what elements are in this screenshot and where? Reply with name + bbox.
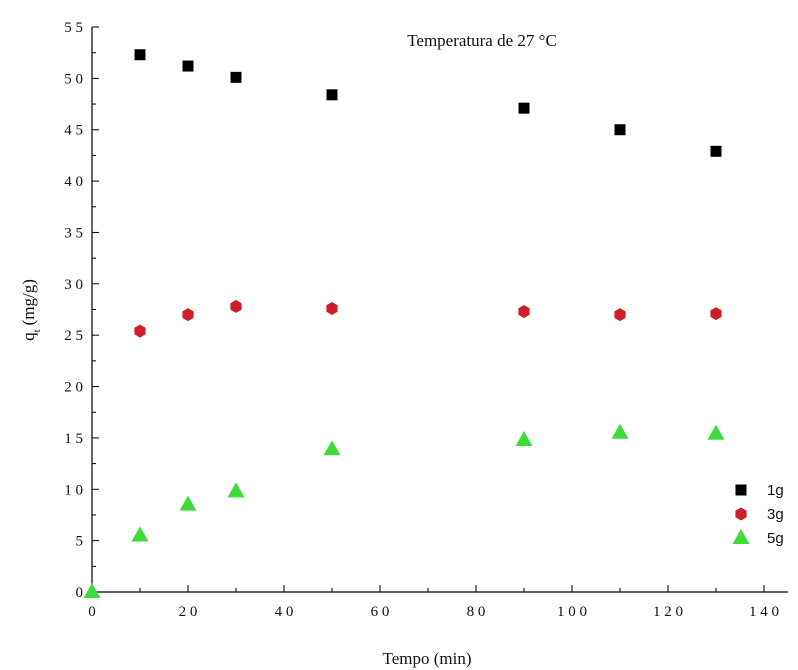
y-tick-label: 1 5 xyxy=(64,431,83,447)
point-5g xyxy=(227,482,245,498)
legend-label-5g: 5g xyxy=(767,530,784,547)
x-tick-label: 1 0 0 xyxy=(557,604,587,620)
x-axis-title: Tempo (min) xyxy=(383,649,472,668)
chart-title: Temperatura de 27 °C xyxy=(407,31,557,50)
x-tick-label: 2 0 xyxy=(179,604,198,620)
y-tick-label: 3 5 xyxy=(64,225,83,241)
y-tick-label: 2 0 xyxy=(64,380,83,396)
y-tick-label: 1 0 xyxy=(64,482,83,498)
legend-marker-1g xyxy=(735,484,747,496)
y-tick-label: 4 0 xyxy=(64,174,83,190)
point-3g xyxy=(134,324,146,338)
x-tick-label: 6 0 xyxy=(371,604,390,620)
legend: 1g 3g 5g xyxy=(732,482,784,547)
x-tick-label: 8 0 xyxy=(467,604,486,620)
legend-label-1g: 1g xyxy=(767,482,784,499)
point-5g xyxy=(131,526,149,542)
point-1g xyxy=(134,49,146,61)
point-3g xyxy=(710,307,722,321)
point-1g xyxy=(182,60,194,72)
y-tick-label: 5 0 xyxy=(64,71,83,87)
legend-marker-3g xyxy=(735,507,747,521)
y-axis-title: qt (mg/g) xyxy=(19,279,43,341)
point-5g xyxy=(323,440,341,456)
x-tick-label: 1 2 0 xyxy=(653,604,683,620)
point-5g xyxy=(707,424,725,440)
y-tick-label: 2 5 xyxy=(64,328,83,344)
ticks: 0 5 1 0 1 5 2 0 2 5 3 0 3 5 4 0 4 5 5 0 5 5 0 2 0 4 0 6… xyxy=(64,20,779,620)
point-1g xyxy=(230,71,242,83)
point-3g xyxy=(182,308,194,322)
data-marks xyxy=(83,49,725,598)
point-1g xyxy=(326,89,338,101)
point-1g xyxy=(710,145,722,157)
y-tick-label: 4 5 xyxy=(64,123,83,139)
y-tick-label: 3 0 xyxy=(64,277,83,293)
point-3g xyxy=(230,299,242,313)
point-3g xyxy=(614,308,626,322)
axes xyxy=(91,27,788,593)
legend-label-3g: 3g xyxy=(767,506,784,523)
svg-text:qt(mg/g): qt (mg/g) xyxy=(19,279,43,341)
y-axis-title-main: q xyxy=(19,332,38,341)
point-3g xyxy=(518,305,530,319)
point-3g xyxy=(326,302,338,315)
x-tick-label: 0 xyxy=(88,604,96,620)
point-1g xyxy=(518,102,530,114)
point-5g xyxy=(515,430,533,446)
y-tick-label: 5 5 xyxy=(64,20,83,36)
y-tick-label: 0 xyxy=(76,585,84,601)
x-tick-label: 4 0 xyxy=(275,604,294,620)
legend-marker-5g xyxy=(732,529,750,544)
y-tick-label: 5 xyxy=(76,534,84,550)
point-5g xyxy=(83,583,101,598)
point-5g xyxy=(179,495,197,511)
point-1g xyxy=(614,124,626,136)
point-5g xyxy=(611,423,629,439)
y-axis-title-unit: (mg/g) xyxy=(19,279,38,325)
y-axis-title-sub: t xyxy=(31,329,43,332)
x-tick-label: 1 4 0 xyxy=(749,604,779,620)
